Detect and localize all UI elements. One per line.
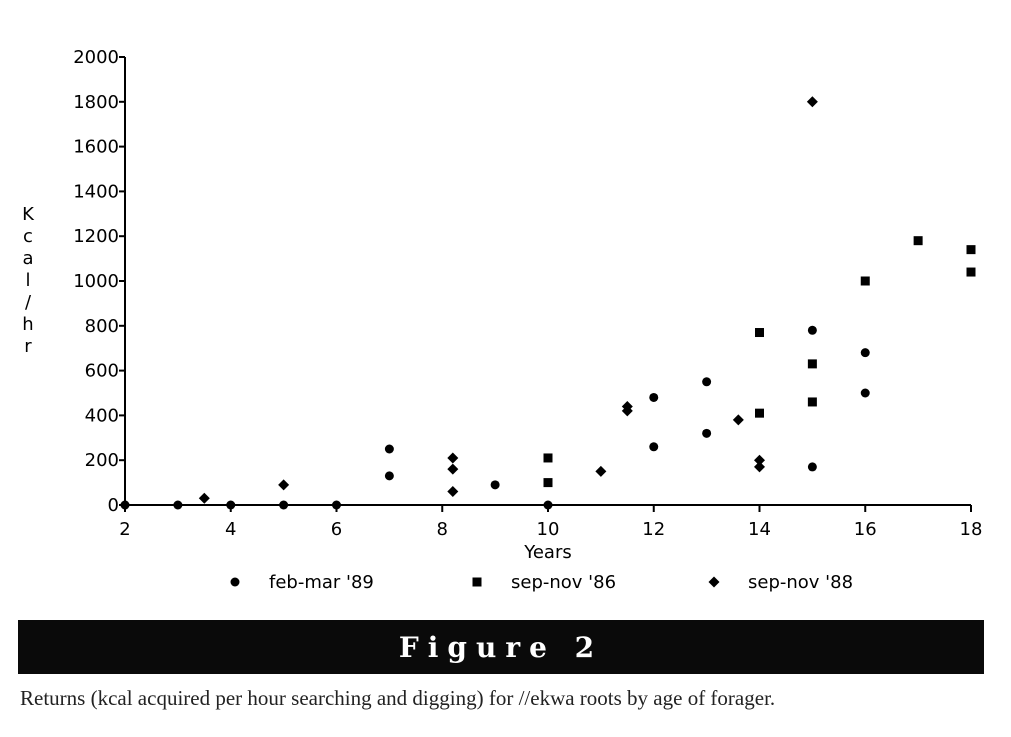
x-axis-title: Years	[523, 542, 572, 563]
x-tick-label: 10	[537, 519, 560, 540]
data-point-square	[807, 397, 817, 407]
data-point-circle	[860, 348, 870, 358]
y-tick-label: 600	[85, 361, 119, 382]
x-tick-label: 12	[642, 519, 665, 540]
data-point-circle	[807, 462, 817, 472]
y-axis-title-letter: l	[25, 270, 30, 291]
y-tick-label: 1600	[73, 137, 119, 158]
data-point-square	[807, 359, 817, 369]
data-point-circle	[279, 500, 289, 510]
y-axis-title-letter: c	[23, 226, 33, 247]
data-point-diamond	[278, 479, 290, 491]
data-point-circle	[649, 392, 659, 402]
x-tick-label: 16	[854, 519, 877, 540]
data-point-square	[966, 267, 976, 277]
data-point-circle	[384, 444, 394, 454]
data-point-diamond	[447, 452, 459, 464]
x-tick-label: 8	[437, 519, 448, 540]
data-point-diamond	[754, 454, 765, 466]
data-point-circle	[702, 428, 712, 438]
data-point-diamond	[198, 492, 210, 504]
data-point-square	[913, 236, 923, 246]
data-point-circle	[490, 480, 500, 490]
data-point-square	[755, 328, 764, 338]
data-point-circle	[384, 471, 394, 481]
legend-marker-circle	[230, 577, 240, 587]
legend-label: feb-mar '89	[269, 572, 374, 593]
y-tick-label: 1200	[73, 226, 119, 247]
y-tick-label: 400	[85, 405, 119, 426]
data-point-diamond	[754, 461, 765, 473]
data-point-circle	[173, 500, 183, 510]
y-tick-label: 1400	[73, 181, 119, 202]
legend-marker-diamond	[708, 576, 720, 588]
x-tick-label: 6	[331, 519, 342, 540]
data-point-diamond	[732, 414, 744, 426]
x-tick-label: 14	[748, 519, 771, 540]
data-point-circle	[860, 388, 870, 398]
data-point-circle	[543, 500, 553, 510]
data-point-square	[755, 408, 764, 418]
data-point-circle	[807, 325, 817, 335]
data-point-diamond	[447, 486, 459, 498]
figure-caption: Returns (kcal acquired per hour searchin…	[20, 686, 776, 710]
x-tick-label: 18	[960, 519, 983, 540]
figure-banner: Figure 2	[18, 620, 984, 674]
data-point-square	[966, 245, 976, 255]
y-tick-label: 1800	[73, 92, 119, 113]
y-axis-title-letter: /	[25, 292, 32, 313]
x-axis-ticks: 2 4 6 8 10 12 14 16 18	[119, 505, 982, 540]
y-tick-label: 2000	[73, 47, 119, 68]
legend-marker-square	[472, 577, 482, 587]
y-axis-ticks: 0 200 400 600 800 1000 1200 1400 1600 1800 2000	[73, 47, 125, 516]
data-point-square	[543, 478, 553, 488]
y-axis-title-letter: r	[24, 336, 32, 357]
data-point-circle	[332, 500, 341, 510]
y-tick-label: 1000	[73, 271, 119, 292]
data-point-circle	[649, 442, 659, 452]
axes	[124, 57, 971, 506]
data-point-diamond	[595, 465, 607, 477]
data-points	[120, 96, 976, 510]
data-point-diamond	[621, 405, 633, 417]
data-point-circle	[702, 377, 712, 387]
y-axis-title-letter: a	[22, 248, 33, 269]
data-point-circle	[226, 500, 236, 510]
data-point-diamond	[806, 96, 818, 108]
legend-label: sep-nov '86	[511, 572, 616, 593]
data-point-diamond	[447, 463, 459, 475]
legend-label: sep-nov '88	[748, 572, 853, 593]
x-tick-label: 2	[119, 519, 130, 540]
data-point-square	[543, 453, 553, 463]
legend: feb-mar '89 sep-nov '86 sep-nov '88	[230, 572, 853, 593]
y-axis-title-letter: K	[22, 204, 35, 225]
y-axis-title-letter: h	[22, 314, 33, 335]
y-tick-label: 800	[85, 316, 119, 337]
data-point-circle	[120, 500, 130, 510]
scatter-chart: 0 200 400 600 800 1000 1200 1400 1600 1800 2000 2 4…	[22, 47, 982, 593]
y-tick-label: 200	[85, 450, 119, 471]
y-tick-label: 0	[108, 495, 119, 516]
x-tick-label: 4	[225, 519, 236, 540]
figure-label: Figure 2	[398, 630, 604, 664]
data-point-square	[860, 276, 870, 286]
